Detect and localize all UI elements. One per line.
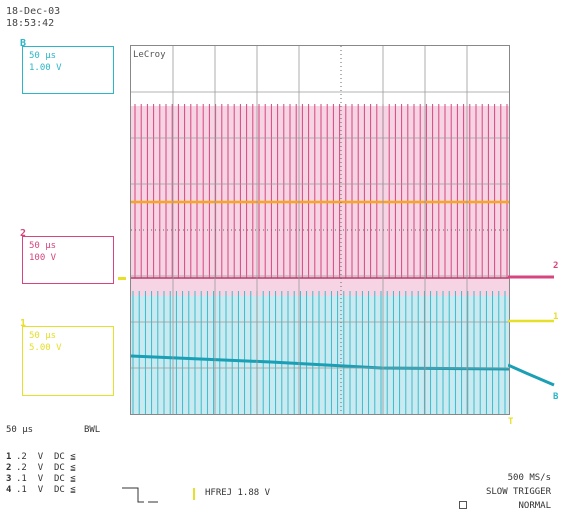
channel-2-timebase: 50 µs xyxy=(29,241,57,251)
channel-setting-scale: .2 xyxy=(16,452,27,462)
waveform-canvas xyxy=(131,46,509,414)
trigger-marker: T xyxy=(508,417,514,427)
timebase-readout: 50 µs BWL xyxy=(6,425,100,435)
channel-setting-unit: V xyxy=(37,452,44,462)
acquisition-state-checkbox[interactable] xyxy=(459,501,467,509)
channel-setting-coupling: DC ≦ xyxy=(53,485,76,495)
scope-brand-label: LeCroy xyxy=(133,50,166,60)
acquisition-state: NORMAL xyxy=(518,501,551,511)
channel-setting-coupling: DC ≦ xyxy=(53,474,76,484)
bandwidth-limit: BWL xyxy=(83,425,101,435)
sample-rate: 500 MS/s xyxy=(507,473,551,483)
channel-setting-2[interactable]: 2 .2 V DC ≦ xyxy=(6,463,76,473)
channel-1-volts: 5.00 V xyxy=(29,343,62,353)
channel-setting-unit: V xyxy=(37,485,44,495)
channel-1-right-marker: 1 xyxy=(553,312,559,322)
channel-setting-unit: V xyxy=(37,463,44,473)
channel-b-ramp xyxy=(131,354,509,371)
right-trace-extension xyxy=(508,275,555,387)
channel-setting-num: 2 xyxy=(6,463,12,473)
channel-b-volts: 1.00 V xyxy=(29,63,62,73)
timebase-value: 50 µs xyxy=(6,425,34,435)
channel-b-trace xyxy=(132,291,506,414)
channel-1-timebase: 50 µs xyxy=(29,331,57,341)
channel-setting-1[interactable]: 1 .2 V DC ≦ xyxy=(6,452,76,462)
scope-display[interactable]: LeCroy xyxy=(130,45,510,415)
channel-setting-coupling: DC ≦ xyxy=(53,452,76,462)
channel-setting-num: 4 xyxy=(6,485,12,495)
channel-b-box[interactable]: B 50 µs 1.00 V xyxy=(20,38,114,94)
channel-2-id: 2 xyxy=(20,228,27,239)
channel-2-volts: 100 V xyxy=(29,253,57,263)
trigger-mode: SLOW TRIGGER xyxy=(485,487,551,497)
capture-date: 18-Dec-03 xyxy=(6,6,61,17)
trigger-channel-indicator xyxy=(193,488,195,500)
channel-1-id: 1 xyxy=(20,318,27,329)
channel-setting-coupling: DC ≦ xyxy=(53,463,76,473)
capture-time: 18:53:42 xyxy=(6,18,55,29)
channel-setting-3[interactable]: 3 .1 V DC ≦ xyxy=(6,474,76,484)
channel-1-box[interactable]: 1 50 µs 5.00 V xyxy=(20,318,114,396)
trigger-slope-icon xyxy=(122,487,158,503)
channel-2-right-marker: 2 xyxy=(553,261,559,271)
channel-1-left-marker xyxy=(118,277,126,280)
channel-b-id: B xyxy=(20,38,27,49)
channel-2-trace xyxy=(134,104,508,278)
channel-setting-scale: .1 xyxy=(16,485,27,495)
channel-2-box[interactable]: 2 50 µs 100 V xyxy=(20,228,114,284)
trigger-level: HFREJ 1.88 V xyxy=(205,488,271,498)
channel-setting-4[interactable]: 4 .1 V DC ≦ xyxy=(6,485,76,495)
channel-b-timebase: 50 µs xyxy=(29,51,57,61)
channel-setting-scale: .2 xyxy=(16,463,27,473)
channel-setting-scale: .1 xyxy=(16,474,27,484)
channel-b-right-marker: B xyxy=(553,392,559,402)
channel-setting-num: 1 xyxy=(6,452,12,462)
channel-setting-unit: V xyxy=(37,474,44,484)
channel-setting-num: 3 xyxy=(6,474,12,484)
